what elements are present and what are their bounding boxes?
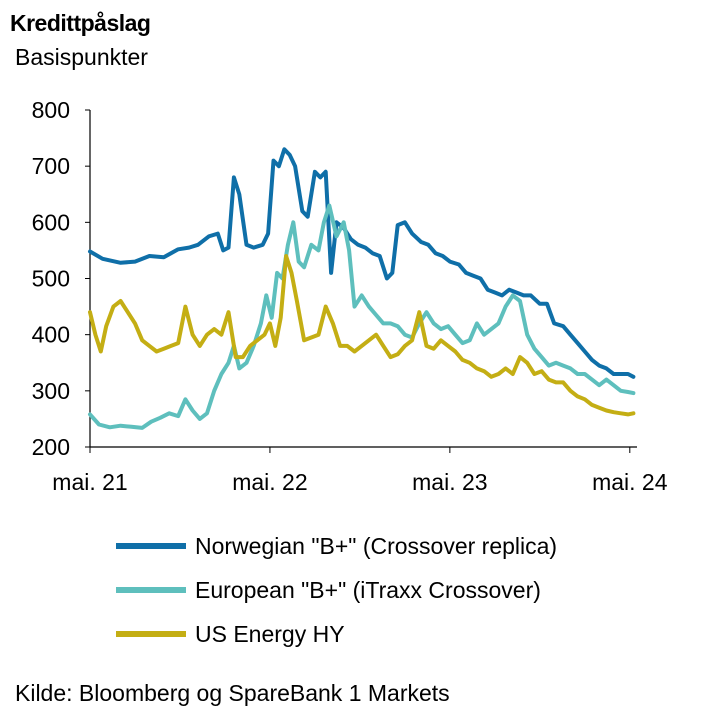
- series-line-3: [88, 254, 636, 417]
- series-line-2: [88, 203, 636, 430]
- x-tick-label: mai. 23: [412, 469, 487, 495]
- chart-subtitle: Basispunkter: [15, 44, 148, 70]
- x-tick-label: mai. 24: [592, 469, 668, 495]
- legend-label: Norwegian "B+" (Crossover replica): [195, 533, 557, 559]
- y-tick-label: 300: [32, 378, 70, 404]
- y-tick-label: 200: [32, 434, 70, 460]
- y-tick-label: 700: [32, 153, 70, 179]
- source-note: Kilde: Bloomberg og SpareBank 1 Markets: [15, 680, 450, 706]
- y-tick-label: 600: [32, 209, 70, 235]
- legend-label: European "B+" (iTraxx Crossover): [195, 577, 541, 603]
- y-tick-label: 500: [32, 266, 70, 292]
- series-line-1: [88, 147, 636, 379]
- y-tick-label: 400: [32, 322, 70, 348]
- x-tick-label: mai. 21: [52, 469, 127, 495]
- chart-legend: Norwegian "B+" (Crossover replica) Europe…: [116, 533, 557, 647]
- y-tick-label: 800: [32, 97, 70, 123]
- chart-series: [88, 147, 636, 430]
- chart-title: Kredittpåslag: [10, 10, 151, 36]
- legend-label: US Energy HY: [195, 621, 345, 647]
- x-tick-label: mai. 22: [232, 469, 307, 495]
- line-chart: 200 300 400 500 600 700 800 mai. 21 mai. 22 mai. …: [32, 97, 668, 647]
- chart-axes: 200 300 400 500 600 700 800 mai. 21 mai. 22 mai. …: [32, 97, 668, 495]
